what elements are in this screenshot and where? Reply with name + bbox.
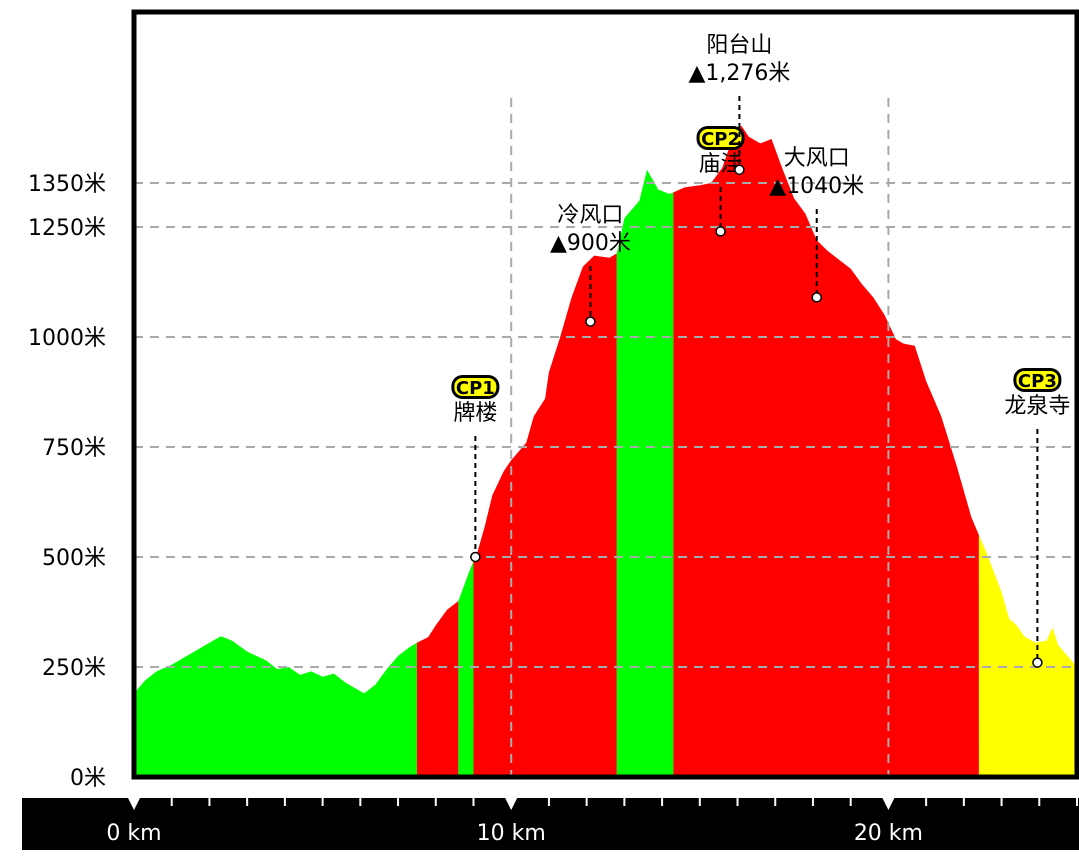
- annotation-2: 冷风口 ▲900米: [550, 203, 631, 327]
- y-tick-label: 500米: [42, 546, 106, 571]
- profile-segment-3: [458, 561, 474, 777]
- waypoint-name: 大风口: [784, 146, 850, 171]
- y-tick-label: 1250米: [28, 216, 106, 241]
- y-tick-label: 1350米: [28, 172, 106, 197]
- x-major-tick: [505, 798, 518, 810]
- annotation-5: 大风口 ▲1040米: [769, 146, 864, 303]
- y-tick-label: 0米: [70, 766, 106, 791]
- waypoint-name: 牌楼: [453, 401, 497, 426]
- x-axis-bar: 0 km 10 km 20 km: [22, 798, 1079, 850]
- profile-fill-group: [134, 125, 1077, 778]
- waypoint-marker: [734, 164, 745, 176]
- waypoint-elevation: ▲1,276米: [688, 61, 790, 86]
- badge-label: CP3: [1018, 371, 1057, 392]
- badge-background: [699, 129, 742, 147]
- waypoint-name: 冷风口: [557, 203, 623, 228]
- x-tick-label: 20 km: [854, 821, 923, 846]
- badge-label: CP1: [456, 378, 495, 399]
- plot-frame: [131, 9, 1079, 780]
- x-tick-label: 10 km: [477, 821, 546, 846]
- x-major-tick: [882, 798, 895, 810]
- profile-segment-4: [473, 253, 617, 777]
- waypoint-name: 阳台山: [706, 33, 772, 58]
- waypoint-marker: [585, 316, 596, 327]
- annotation-4: 阳台山 ▲1,276米: [688, 33, 790, 176]
- profile-segment-2: [416, 601, 459, 777]
- y-axis: 0米 250米 500米 750米 1000米 1250米 1350米: [28, 172, 106, 791]
- y-tick-label: 750米: [42, 436, 106, 461]
- profile-segment-1: [134, 636, 417, 777]
- waypoint-marker: [470, 551, 481, 563]
- x-tick-label: 0 km: [106, 821, 161, 846]
- x-major-tick: [128, 798, 140, 810]
- waypoint-elevation: ▲1040米: [769, 174, 864, 199]
- y-tick-label: 250米: [42, 656, 106, 681]
- waypoint-marker: [715, 226, 726, 237]
- profile-segment-6: [673, 125, 979, 778]
- profile-segment-5: [616, 169, 674, 778]
- badge-label: CP2: [701, 129, 740, 150]
- gridlines: [134, 98, 1077, 777]
- profile-segment-7: [978, 535, 1077, 777]
- waypoint-marker: [1032, 657, 1043, 668]
- waypoint-marker: [811, 292, 822, 303]
- waypoint-elevation: ▲900米: [550, 231, 631, 256]
- waypoint-name: 龙泉寺: [1004, 394, 1070, 419]
- x-axis-band: [22, 798, 1079, 850]
- badge-background: [454, 378, 497, 396]
- y-tick-label: 1000米: [28, 326, 106, 351]
- badge-background: [1016, 371, 1059, 389]
